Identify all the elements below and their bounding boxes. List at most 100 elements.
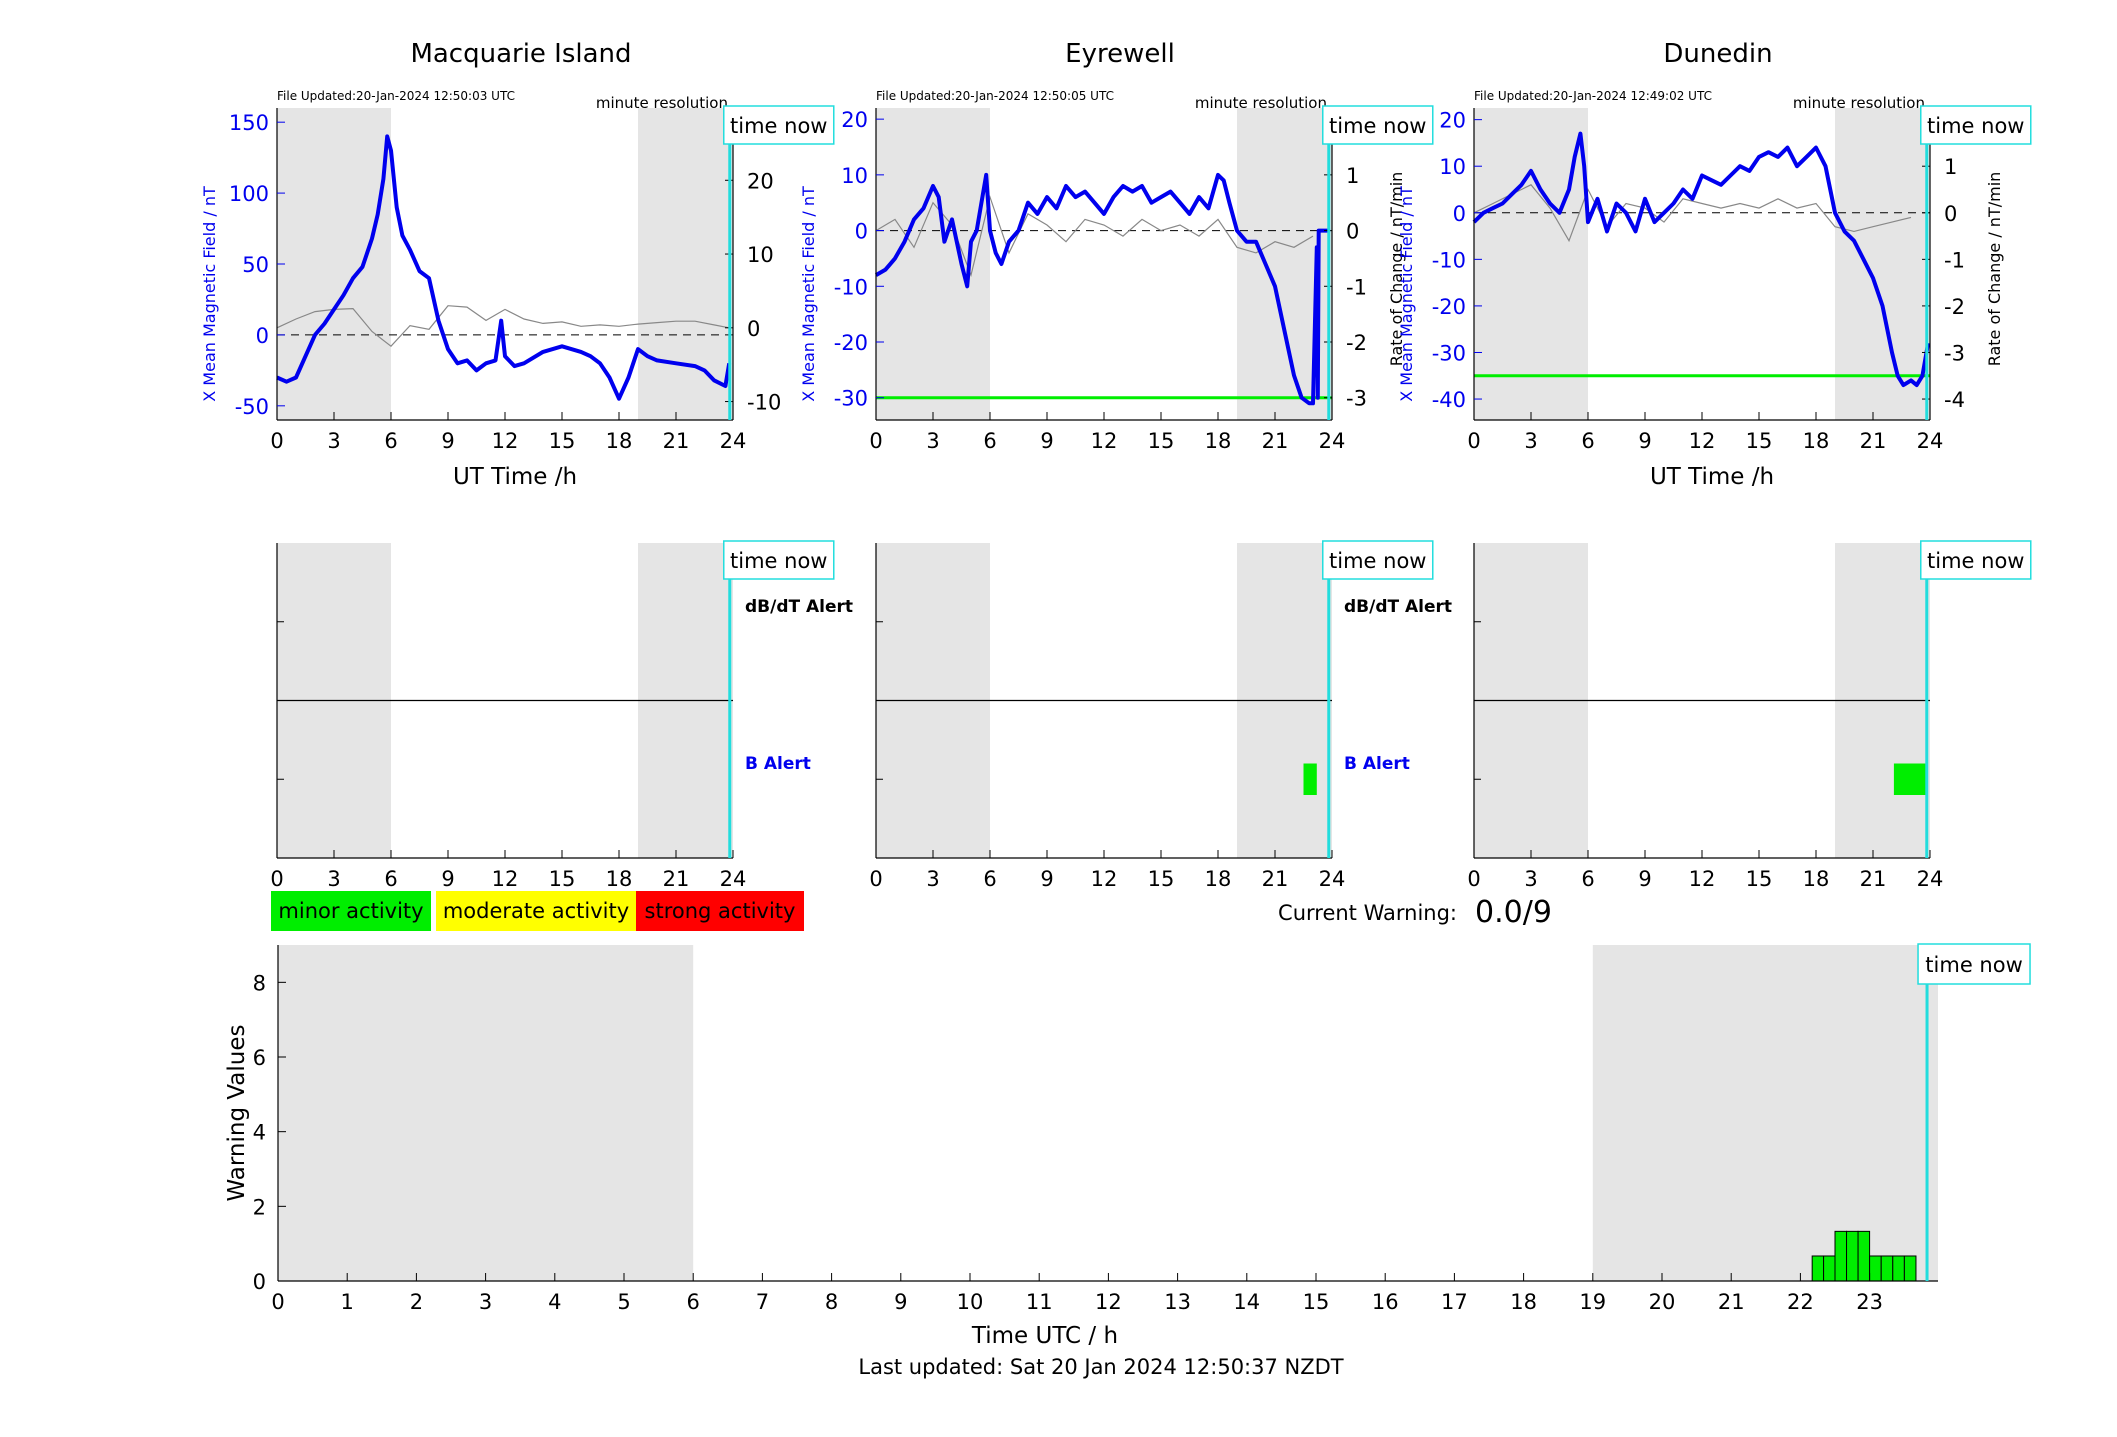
mean-field-series <box>276 134 732 401</box>
x-tick-label: 15 <box>1303 1290 1330 1314</box>
x-tick-label: 0 <box>869 429 882 453</box>
legend-moderate-swatch <box>436 891 636 931</box>
y-left-tick-label: -30 <box>834 387 868 411</box>
x-tick-label: 16 <box>1372 1290 1399 1314</box>
x-tick-label: 14 <box>1233 1290 1260 1314</box>
y-left-tick-label: 20 <box>1439 109 1466 133</box>
x-tick-label: 18 <box>1510 1290 1537 1314</box>
y-tick-label: 6 <box>253 1046 266 1070</box>
x-tick-label: 18 <box>1205 429 1232 453</box>
warning-bar <box>1903 1255 1917 1282</box>
y-left-tick-label: -30 <box>1432 341 1466 365</box>
x-tick-label: 15 <box>1148 867 1175 891</box>
station-title: Dunedin <box>1663 39 1772 69</box>
y-left-axis-label: X Mean Magnetic Field / nT <box>1397 186 1416 402</box>
x-tick-label: 3 <box>1524 867 1537 891</box>
x-tick-label: 24 <box>1917 429 1944 453</box>
x-tick-label: 0 <box>869 867 882 891</box>
current-warning-value: 0.0/9 <box>1475 895 1552 930</box>
time-now-label: time now <box>1927 114 2024 138</box>
y-left-tick-label: 0 <box>855 220 868 244</box>
x-tick-label: 24 <box>1319 429 1346 453</box>
x-tick-label: 6 <box>1581 429 1594 453</box>
y-left-tick-label: 50 <box>242 253 269 277</box>
y-right-tick-label: -1 <box>1944 248 1965 272</box>
x-tick-label: 0 <box>271 1290 284 1314</box>
y-right-tick-label: 1 <box>1346 164 1359 188</box>
legend-strong-swatch <box>636 891 804 931</box>
x-tick-label: 18 <box>1803 867 1830 891</box>
time-now-label: time now <box>1329 114 1426 138</box>
y-right-tick-label: -3 <box>1944 341 1965 365</box>
warning-bar <box>1846 1230 1859 1282</box>
y-tick-label: 4 <box>253 1121 266 1145</box>
x-tick-label: 9 <box>1040 867 1053 891</box>
x-tick-label: 19 <box>1579 1290 1606 1314</box>
y-right-tick-label: 20 <box>747 169 774 193</box>
legend-strong-label: strong activity <box>645 899 796 923</box>
time-now-box <box>723 105 835 145</box>
y-left-axis-label: X Mean Magnetic Field / nT <box>799 186 818 402</box>
x-tick-label: 15 <box>1746 867 1773 891</box>
panel-eyrewell-top: -30-20-1001020-3-2-101203691215182124Eyr… <box>799 39 1434 453</box>
x-tick-label: 9 <box>441 429 454 453</box>
night-shading <box>1835 108 1930 420</box>
y-left-tick-label: 100 <box>229 182 269 206</box>
x-tick-label: 12 <box>492 867 519 891</box>
alert-block <box>1893 763 1927 795</box>
x-tick-label: 3 <box>926 429 939 453</box>
x-tick-label: 4 <box>548 1290 561 1314</box>
y-right-tick-label: -4 <box>1944 388 1965 412</box>
y-right-tick-label: -1 <box>1346 275 1367 299</box>
y-right-tick-label: -2 <box>1346 331 1367 355</box>
x-axis-label: Time UTC / h <box>971 1323 1118 1349</box>
x-tick-label: 17 <box>1441 1290 1468 1314</box>
x-tick-label: 11 <box>1026 1290 1053 1314</box>
time-now-box <box>1917 943 2031 985</box>
x-tick-label: 3 <box>1524 429 1537 453</box>
y-left-tick-label: -20 <box>834 331 868 355</box>
time-now-box <box>1920 540 2032 580</box>
time-now-label: time now <box>1329 549 1426 573</box>
x-axis-label: UT Time /h <box>1650 464 1774 490</box>
x-tick-label: 9 <box>1638 867 1651 891</box>
x-tick-label: 12 <box>1095 1290 1122 1314</box>
x-tick-label: 1 <box>341 1290 354 1314</box>
legend: minor activity moderate activity strong … <box>271 891 804 931</box>
resolution-label: minute resolution <box>596 94 728 112</box>
night-shading <box>278 945 694 1281</box>
x-tick-label: 12 <box>1689 429 1716 453</box>
x-tick-label: 20 <box>1649 1290 1676 1314</box>
b-alert-label: B Alert <box>745 754 811 774</box>
mean-field-series <box>874 172 1331 406</box>
x-tick-label: 21 <box>1860 867 1887 891</box>
panel-dunedin-top: -40-30-20-1001020-4-3-2-1012036912151821… <box>1397 39 2032 490</box>
y-left-tick-label: -40 <box>1432 388 1466 412</box>
x-tick-label: 6 <box>384 867 397 891</box>
file-updated-label: File Updated:20-Jan-2024 12:50:03 UTC <box>277 89 515 103</box>
warning-bar <box>1811 1255 1825 1282</box>
x-tick-label: 12 <box>1091 429 1118 453</box>
x-tick-label: 3 <box>479 1290 492 1314</box>
x-tick-label: 9 <box>894 1290 907 1314</box>
legend-minor-swatch <box>271 891 431 931</box>
y-tick-label: 8 <box>253 971 266 995</box>
x-tick-label: 23 <box>1856 1290 1883 1314</box>
y-axis-label: Warning Values <box>224 1024 250 1201</box>
x-tick-label: 10 <box>957 1290 984 1314</box>
x-tick-label: 15 <box>1148 429 1175 453</box>
x-tick-label: 24 <box>1917 867 1944 891</box>
time-now-box <box>1322 540 1434 580</box>
x-tick-label: 18 <box>606 429 633 453</box>
x-tick-label: 24 <box>720 429 747 453</box>
time-now-box <box>1322 105 1434 145</box>
x-tick-label: 24 <box>1319 867 1346 891</box>
x-tick-label: 2 <box>410 1290 423 1314</box>
night-shading <box>1474 108 1588 420</box>
x-tick-label: 15 <box>549 429 576 453</box>
current-warning: Current Warning: 0.0/9 <box>1278 895 1552 930</box>
panel-dunedin-alerts: 0 3 6 9 12 15 18 21 24 time now <box>1467 540 2032 891</box>
resolution-label: minute resolution <box>1793 94 1925 112</box>
x-tick-label: 15 <box>1746 429 1773 453</box>
dbdt-alert-label: dB/dT Alert <box>1344 597 1452 617</box>
